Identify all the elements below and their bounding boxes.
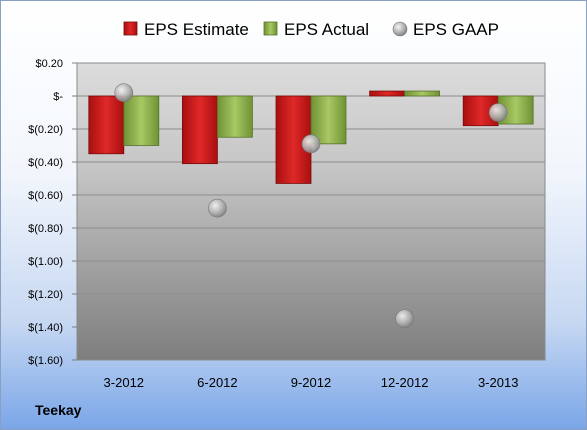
category-label: 12-2012 [381,375,429,390]
actual-bar [310,95,347,145]
actual-bar [216,95,253,138]
legend-swatch [263,21,278,36]
y-tick-label: $(1.40) [28,322,63,334]
y-tick-label: $(0.40) [28,157,63,169]
y-tick-label: $(0.60) [28,190,63,202]
legend-swatch [392,21,408,37]
y-tick-label: $(1.00) [28,256,63,268]
y-tick-label: $- [53,91,63,103]
estimate-bar [275,95,312,184]
company-name: Teekay [35,402,82,418]
legend-item: EPS Estimate [123,20,249,39]
estimate-bar [369,90,406,97]
legend-label: EPS GAAP [413,20,499,39]
legend: EPS Estimate EPS Actual EPS GAAP [123,20,499,39]
gaap-points [114,83,508,329]
y-tick-label: $(0.20) [28,124,63,136]
estimate-bar [88,95,125,155]
gaap-point [301,134,321,154]
gaap-point [208,198,227,218]
y-tick-label: $(1.20) [28,289,63,301]
legend-item: EPS Actual [263,20,369,39]
y-tick-label: $0.20 [35,58,63,70]
y-tick-label: $(0.80) [28,223,63,235]
actual-bar [404,90,441,97]
actual-bar [123,95,160,146]
y-tick-label: $(1.60) [28,355,63,367]
legend-swatch [123,21,138,36]
category-label: 3-2013 [478,375,518,390]
gaap-point [395,309,414,329]
legend-label: EPS Actual [284,20,369,39]
bars [88,90,534,184]
legend-label: EPS Estimate [144,20,249,39]
y-axis: $0.20 $- $(0.20) $(0.40) $(0.60) $(0.80) $(1.0… [28,58,77,367]
category-label: 3-2012 [104,375,144,390]
legend-item: EPS GAAP [392,20,499,39]
category-label: 9-2012 [291,375,331,390]
gaap-point [114,83,134,102]
gaap-point [488,103,508,122]
x-axis: 3-2012 6-2012 9-2012 12-2012 3-2013 [104,375,519,390]
category-label: 6-2012 [197,375,237,390]
estimate-bar [181,95,218,165]
